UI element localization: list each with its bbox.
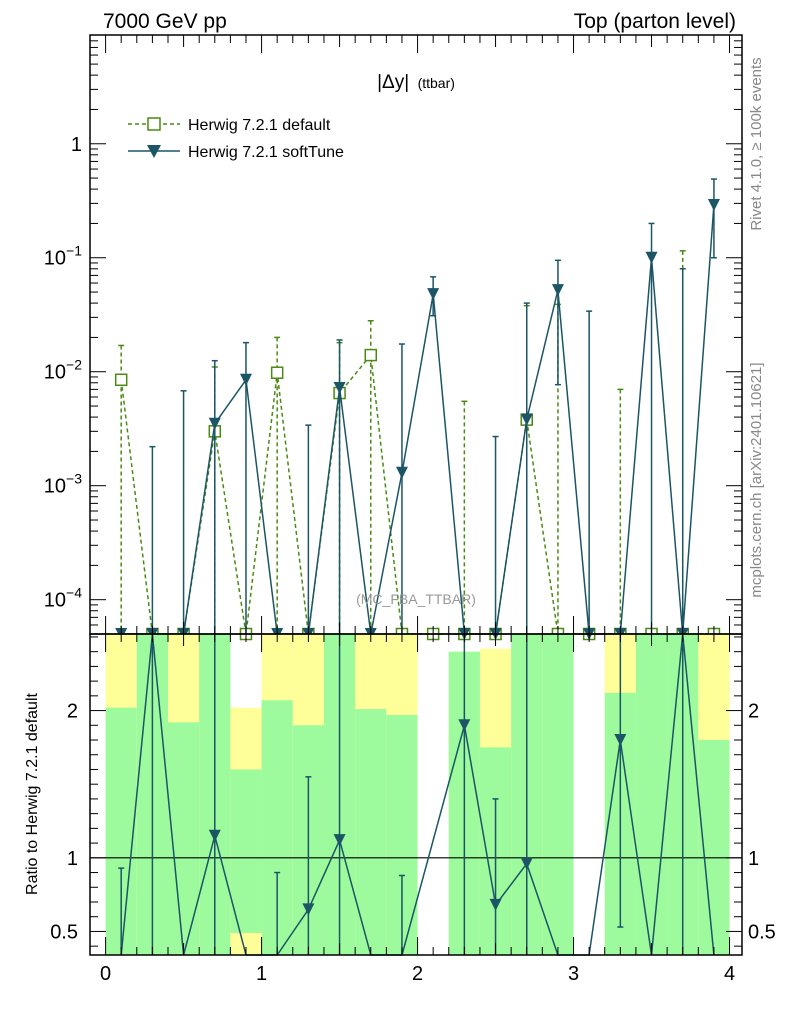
- main-plot-area: [114, 178, 721, 641]
- ratio-frame: [89, 633, 743, 956]
- data-point-default: [270, 366, 284, 379]
- header-right: Top (parton level): [574, 10, 736, 33]
- data-point-default: [114, 373, 128, 387]
- ratio-y-tick-label: 0.5: [50, 921, 78, 943]
- ratio-y-tick-label: 1: [67, 848, 78, 870]
- ratio-point: [520, 857, 533, 870]
- ratio-y-tick-label-right: 0.5: [748, 921, 776, 943]
- y-tick-label: 1: [71, 134, 82, 156]
- header-left: 7000 GeV pp: [103, 10, 227, 33]
- legend-label-default: Herwig 7.2.1 default: [188, 117, 331, 134]
- ratio-point: [302, 903, 315, 916]
- x-tick-label: 1: [256, 963, 267, 985]
- ratio-point: [333, 834, 346, 847]
- data-point-default: [364, 348, 378, 362]
- ratio-point: [208, 829, 221, 842]
- legend-label-softtune: Herwig 7.2.1 softTune: [188, 144, 344, 161]
- ratio-ylabel: Ratio to Herwig 7.2.1 default: [24, 693, 41, 895]
- ratio-point: [458, 719, 471, 732]
- plot-title: |Δy| (ttbar): [377, 72, 455, 93]
- ratio-y-tick-label-right: 2: [748, 701, 759, 723]
- ratio-point: [614, 734, 627, 747]
- data-point-softtune: [551, 284, 564, 297]
- data-point-softtune: [520, 413, 533, 426]
- legend-marker-default: [147, 117, 161, 131]
- data-point-softtune: [707, 199, 720, 212]
- y-tick-label: 10−3: [44, 471, 82, 498]
- y-tick-label: 10−1: [44, 243, 82, 270]
- x-tick-label: 4: [724, 963, 735, 985]
- data-point-softtune: [395, 466, 408, 479]
- source-label: mcplots.cern.ch [arXiv:2401.10621]: [748, 362, 765, 597]
- data-point-softtune: [239, 373, 252, 386]
- y-tick-label: 10−4: [44, 585, 82, 612]
- ratio-y-tick-label: 2: [67, 701, 78, 723]
- axes: 1 10−1 10−2 10−3 10−4 0 1 2 3 4 0.5 0.5 1 1 2 2: [44, 34, 776, 985]
- plot-title-main: |Δy|: [377, 72, 409, 93]
- plot-title-sub: (ttbar): [418, 75, 455, 91]
- legend: Herwig 7.2.1 default Herwig 7.2.1 softTu…: [128, 117, 344, 161]
- x-tick-label: 2: [412, 963, 423, 985]
- y-tick-label: 10−2: [44, 357, 82, 384]
- ratio-plot-area: [90, 633, 742, 956]
- data-point-softtune: [645, 251, 658, 264]
- x-tick-label: 3: [568, 963, 579, 985]
- band-inner: [230, 769, 262, 933]
- band-inner: [355, 709, 387, 955]
- data-point-softtune: [333, 381, 346, 394]
- data-point-softtune: [208, 417, 221, 430]
- x-tick-label: 0: [100, 963, 111, 985]
- rivet-label: Rivet 4.1.0, ≥ 100k events: [748, 57, 765, 230]
- legend-marker-softtune: [147, 145, 161, 158]
- band-inner: [542, 634, 574, 955]
- watermark: (MC_FBA_TTBAR): [356, 591, 476, 607]
- band-inner: [635, 634, 668, 955]
- ratio-y-tick-label-right: 1: [748, 848, 759, 870]
- data-point-softtune: [427, 288, 440, 301]
- ratio-point: [489, 898, 502, 911]
